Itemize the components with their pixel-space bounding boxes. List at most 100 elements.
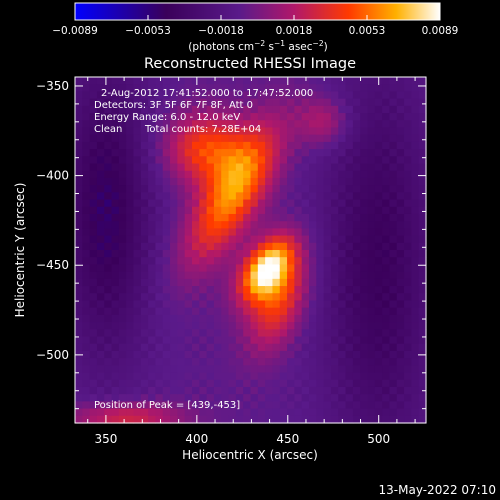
heatmap-cell (221, 98, 230, 107)
heatmap-cell (265, 206, 274, 215)
heatmap-cell (374, 134, 383, 143)
heatmap-cell (301, 228, 310, 237)
heatmap-cell (243, 134, 252, 143)
heatmap-cell (323, 408, 332, 417)
heatmap-cell (404, 358, 412, 366)
heatmap-cell (257, 134, 266, 143)
heatmap-cell (192, 113, 200, 121)
heatmap-cell (330, 286, 339, 294)
heatmap-cell (374, 170, 383, 179)
heatmap-cell (75, 141, 83, 150)
heatmap-cell (411, 286, 420, 294)
heatmap-cell (82, 91, 91, 100)
heatmap-cell (382, 120, 391, 129)
heatmap-cell (316, 408, 325, 417)
heatmap-cell (89, 264, 98, 273)
heatmap-cell (111, 358, 120, 366)
heatmap-cell (162, 199, 171, 208)
heatmap-cell (221, 84, 230, 93)
heatmap-cell (126, 394, 135, 402)
heatmap-cell (235, 199, 244, 208)
detectors-annotation: Detectors: 3F 5F 6F 7F 8F, Att 0 (94, 100, 253, 111)
heatmap-cell (192, 408, 200, 417)
heatmap-cell (389, 77, 398, 85)
heatmap-cell (294, 365, 303, 374)
heatmap-cell (89, 134, 98, 143)
heatmap-cell (206, 401, 215, 410)
heatmap-cell (396, 257, 405, 266)
heatmap-cell (243, 163, 252, 172)
heatmap-cell (170, 120, 178, 129)
heatmap-cell (228, 286, 237, 294)
heatmap-cell (250, 300, 259, 309)
heatmap-cell (221, 235, 230, 244)
heatmap-cell (89, 213, 98, 222)
heatmap-cell (111, 163, 120, 172)
heatmap-cell (243, 77, 252, 85)
heatmap-cell (360, 235, 369, 244)
heatmap-cell (360, 329, 369, 338)
heatmap-cell (323, 307, 332, 316)
heatmap-cell (111, 322, 120, 330)
heatmap-cell (235, 163, 244, 172)
heatmap-cell (404, 343, 412, 352)
heatmap-cell (221, 329, 230, 338)
heatmap-cell (170, 293, 178, 302)
heatmap-cell (352, 286, 361, 294)
heatmap-cell (272, 343, 281, 352)
heatmap-cell (75, 365, 83, 374)
heatmap-cell (228, 336, 237, 345)
heatmap-cell (411, 350, 420, 359)
heatmap-cell (382, 177, 391, 186)
heatmap-cell (352, 120, 361, 129)
heatmap-cell (82, 228, 91, 237)
heatmap-cell (374, 271, 383, 280)
heatmap-cell (111, 336, 120, 345)
heatmap-cell (374, 228, 383, 237)
axis-ticks: 350 400 450 500−350−400−450−500 (36, 77, 426, 446)
heatmap-cell (177, 350, 186, 359)
heatmap-cell (257, 221, 266, 229)
heatmap-cell (265, 314, 274, 323)
heatmap-cell (389, 379, 398, 388)
heatmap-cell (301, 221, 310, 229)
heatmap-cell (330, 228, 339, 237)
heatmap-cell (104, 113, 113, 121)
heatmap-cell (243, 365, 252, 374)
heatmap-cell (140, 199, 149, 208)
heatmap-cell (170, 242, 178, 251)
heatmap-cell (170, 307, 178, 316)
heatmap-cell (213, 84, 222, 93)
heatmap-cell (89, 91, 98, 100)
heatmap-cell (330, 192, 339, 201)
heatmap-cell (294, 242, 303, 251)
heatmap-cell (184, 358, 193, 366)
heatmap-cell (243, 149, 252, 157)
heatmap-cell (309, 408, 317, 417)
heatmap-cell (330, 372, 339, 381)
heatmap-cell (221, 350, 230, 359)
heatmap-cell (148, 141, 157, 150)
heatmap-cell (192, 300, 200, 309)
heatmap-cell (250, 379, 259, 388)
heatmap-cell (272, 386, 281, 395)
heatmap-cell (199, 206, 208, 215)
heatmap-cell (133, 336, 142, 345)
heatmap-cell (170, 235, 178, 244)
heatmap-cell (140, 394, 149, 402)
heatmap-cell (418, 336, 427, 345)
heatmap-cell (294, 105, 303, 114)
heatmap-cell (133, 235, 142, 244)
heatmap-cell (170, 394, 178, 402)
heatmap-cell (221, 120, 230, 129)
heatmap-cell (404, 141, 412, 150)
heatmap-cell (140, 322, 149, 330)
heatmap-cell (338, 408, 347, 417)
colorbar-ticks: −0.0089 −0.0053 −0.0018 0.0018 0.0053 0.0089 (52, 15, 458, 37)
heatmap-cell (309, 379, 317, 388)
heatmap-cell (184, 149, 193, 157)
heatmap-cell (126, 127, 135, 136)
heatmap-cell (96, 127, 105, 136)
heatmap-cell (411, 141, 420, 150)
heatmap-cell (162, 127, 171, 136)
